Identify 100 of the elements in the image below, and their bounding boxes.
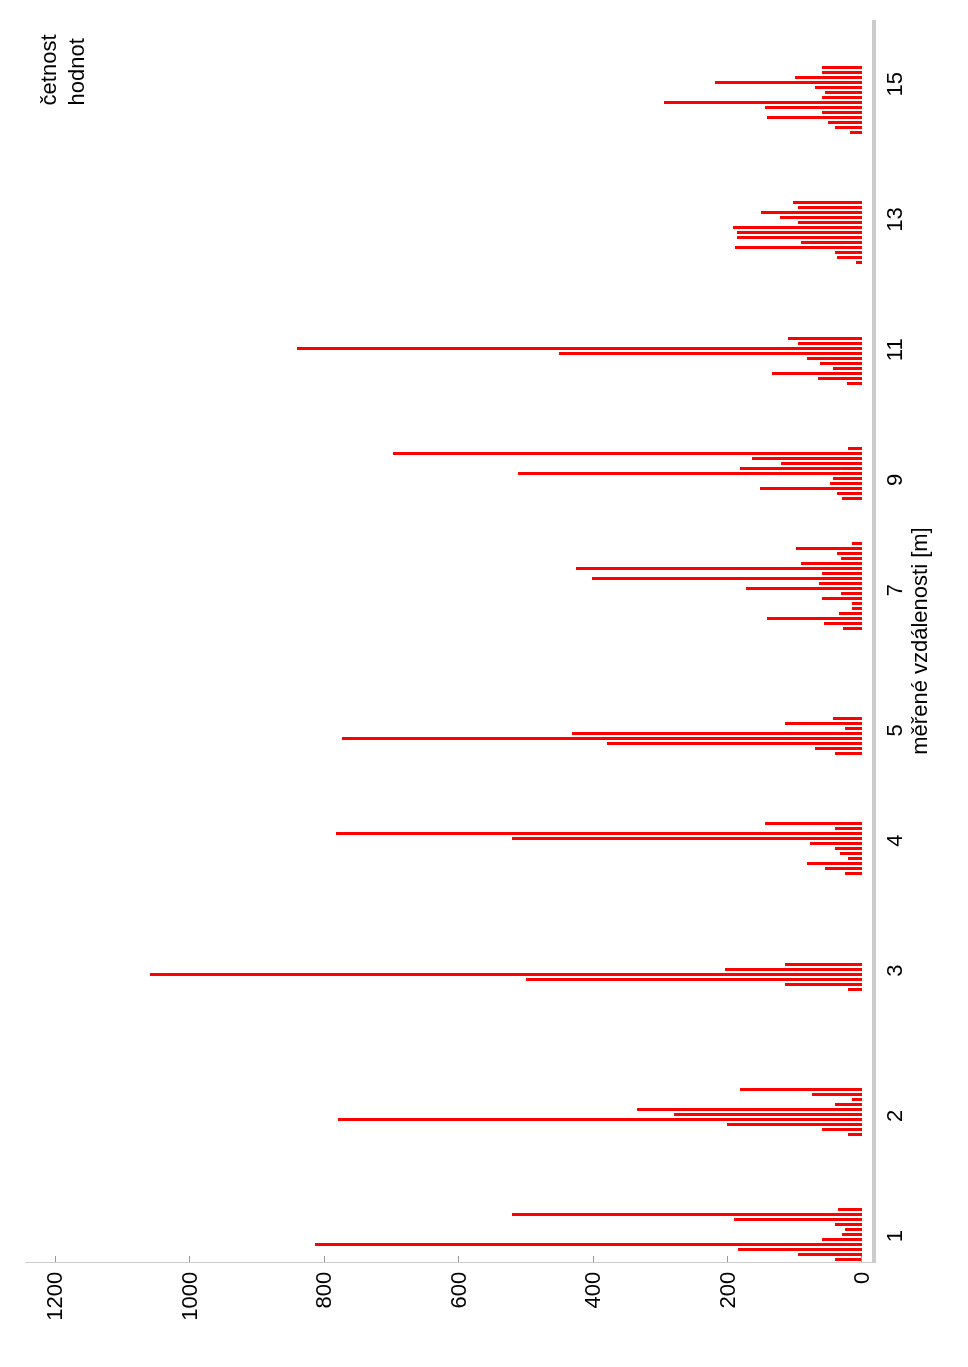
- bar: [815, 747, 862, 750]
- bar: [674, 1113, 862, 1116]
- bar: [760, 487, 862, 490]
- bar: [845, 727, 862, 730]
- bar: [559, 352, 862, 355]
- x-tick-label: 200: [714, 1271, 740, 1309]
- bar: [785, 722, 862, 725]
- y-axis-title: měřené vzdálenosti [m]: [907, 527, 933, 755]
- bar: [828, 121, 862, 124]
- bar: [297, 347, 862, 350]
- bar: [837, 256, 862, 259]
- bar: [822, 96, 862, 99]
- y-tick-label: 3: [882, 964, 908, 977]
- bar: [835, 1223, 862, 1226]
- bar: [607, 742, 862, 745]
- bar: [842, 1233, 862, 1236]
- y-tick-label: 13: [882, 207, 908, 232]
- bar: [848, 1133, 862, 1136]
- bar: [845, 872, 862, 875]
- bar: [833, 477, 862, 480]
- bar: [841, 592, 862, 595]
- bar: [393, 452, 862, 455]
- bar: [740, 467, 862, 470]
- bar: [733, 226, 862, 229]
- bar: [841, 557, 862, 560]
- bar: [737, 236, 862, 239]
- annotation: četnost hodnot: [35, 34, 90, 106]
- bar: [795, 76, 862, 79]
- bar: [835, 126, 862, 129]
- bar: [798, 206, 862, 209]
- y-tick-label: 2: [882, 1109, 908, 1123]
- bar: [825, 867, 862, 870]
- bar: [835, 1103, 862, 1106]
- bar: [848, 447, 862, 450]
- bar: [338, 1118, 862, 1121]
- bar: [822, 111, 862, 114]
- bar: [315, 1243, 862, 1246]
- bar: [837, 552, 862, 555]
- bar: [767, 617, 862, 620]
- bar: [765, 106, 862, 109]
- bar: [637, 1108, 862, 1111]
- bar: [767, 116, 862, 119]
- bar: [812, 1093, 862, 1096]
- bar: [819, 582, 862, 585]
- bar: [734, 1218, 862, 1221]
- bar: [780, 216, 862, 219]
- bar: [835, 251, 862, 254]
- bar: [845, 1228, 862, 1231]
- bar: [822, 71, 862, 74]
- bar: [822, 597, 862, 600]
- bar: [822, 1238, 862, 1241]
- bar: [796, 547, 862, 550]
- bar: [852, 607, 862, 610]
- bar: [746, 587, 862, 590]
- bar: [798, 221, 862, 224]
- x-tick-label: 1200: [42, 1271, 68, 1321]
- x-tick-label: 600: [445, 1271, 471, 1309]
- x-tick-label: 800: [311, 1271, 337, 1309]
- bar: [512, 837, 862, 840]
- bar: [526, 978, 862, 981]
- bar: [839, 612, 862, 615]
- y-tick-label: 5: [882, 724, 908, 737]
- bar: [592, 577, 862, 580]
- bar: [848, 988, 862, 991]
- bar: [801, 562, 862, 565]
- bar: [815, 86, 862, 89]
- bar: [518, 472, 862, 475]
- bar: [765, 822, 862, 825]
- bar: [772, 372, 862, 375]
- bar: [847, 382, 862, 385]
- bar: [818, 377, 862, 380]
- bar: [824, 622, 862, 625]
- bar: [785, 983, 862, 986]
- x-tick-label: 400: [580, 1271, 606, 1309]
- bar: [150, 973, 862, 976]
- bar: [781, 462, 862, 465]
- bar: [738, 1248, 862, 1251]
- bar: [807, 357, 862, 360]
- bar: [852, 1098, 862, 1101]
- bar: [856, 261, 862, 264]
- bar: [833, 367, 862, 370]
- bar: [801, 241, 862, 244]
- bar: [798, 342, 862, 345]
- bar: [837, 492, 862, 495]
- bar: [810, 842, 862, 845]
- bar: [752, 457, 862, 460]
- bar: [798, 1253, 862, 1256]
- bar: [835, 1258, 862, 1261]
- bar: [848, 857, 862, 860]
- bar: [835, 827, 862, 830]
- bar: [512, 1213, 862, 1216]
- bar: [572, 732, 862, 735]
- bar: [842, 497, 862, 500]
- y-tick-label: 15: [882, 72, 908, 97]
- y-tick-label: 7: [882, 583, 908, 597]
- bar: [822, 572, 862, 575]
- bar: [843, 627, 862, 630]
- bar: [715, 81, 862, 84]
- bar: [727, 1123, 862, 1126]
- bar: [725, 968, 862, 971]
